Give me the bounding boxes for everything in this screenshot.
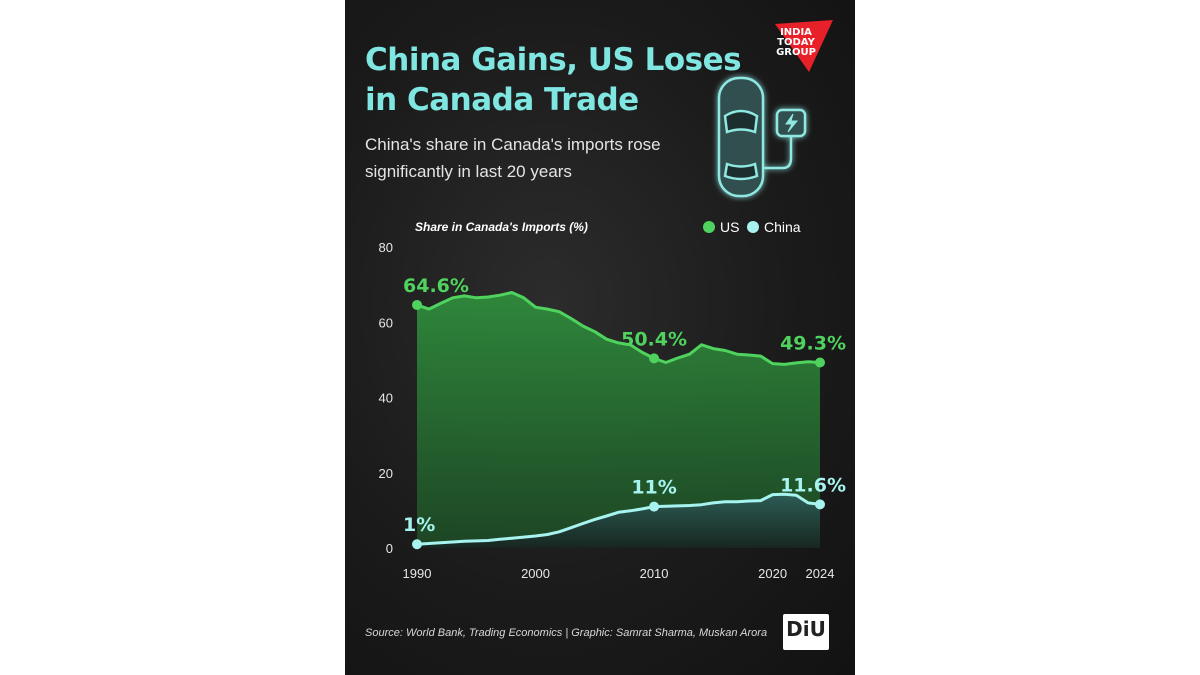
us-point bbox=[815, 357, 825, 368]
legend-us-label: US bbox=[720, 219, 739, 235]
us-area bbox=[417, 292, 820, 548]
trade-share-chart: Share in Canada's Imports (%) US China 0… bbox=[379, 219, 846, 581]
us-data-label: 64.6% bbox=[403, 275, 469, 297]
logo-line-3: GROUP bbox=[776, 47, 816, 58]
india-today-group-logo: INDIA TODAY GROUP bbox=[775, 20, 833, 72]
us-point bbox=[649, 353, 660, 364]
legend-us-dot bbox=[703, 221, 715, 233]
china-data-label: 1% bbox=[403, 514, 435, 536]
china-point bbox=[649, 501, 660, 512]
us-data-label: 49.3% bbox=[780, 333, 846, 355]
china-line bbox=[416, 492, 821, 546]
title-line-2: in Canada Trade bbox=[365, 82, 639, 118]
legend-china-dot bbox=[747, 221, 759, 233]
china-point bbox=[412, 539, 422, 550]
logo-line-2: TODAY bbox=[777, 37, 815, 48]
y-axis-ticks: 0 20 40 60 80 bbox=[379, 240, 393, 556]
x-tick-label: 2010 bbox=[640, 566, 669, 581]
title-line-1: China Gains, US Loses bbox=[365, 42, 742, 78]
us-point bbox=[412, 299, 422, 310]
x-axis-ticks: 1990 2000 2010 2020 2024 bbox=[403, 566, 835, 581]
legend-china-label: China bbox=[764, 219, 801, 235]
car-windshield bbox=[723, 109, 759, 134]
china-area bbox=[417, 494, 820, 548]
subtitle: China's share in Canada's imports rose s… bbox=[365, 135, 661, 181]
y-axis-label: Share in Canada's Imports (%) bbox=[415, 220, 588, 234]
china-point bbox=[815, 499, 825, 510]
lightning-icon bbox=[785, 113, 799, 133]
diu-badge: DiU bbox=[783, 614, 829, 650]
page-title: China Gains, US Loses in Canada Trade bbox=[365, 40, 742, 120]
china-data-label: 11% bbox=[631, 477, 676, 499]
y-tick-label: 40 bbox=[379, 391, 393, 406]
y-tick-label: 80 bbox=[379, 240, 393, 255]
logo-red-shape bbox=[775, 20, 833, 72]
us-data-label: 50.4% bbox=[621, 328, 687, 350]
y-tick-label: 60 bbox=[379, 315, 393, 330]
x-tick-label: 1990 bbox=[403, 566, 432, 581]
charging-cable bbox=[763, 136, 793, 170]
car-rear-window bbox=[723, 162, 759, 181]
y-tick-label: 20 bbox=[379, 466, 393, 481]
x-tick-label: 2000 bbox=[521, 566, 550, 581]
chart-marks: 64.6% 50.4% 49.3% 1% 11% 11.6% bbox=[403, 275, 846, 550]
source-note: Source: World Bank, Trading Economics | … bbox=[365, 627, 768, 639]
diu-badge-text: DiU bbox=[786, 617, 826, 641]
china-data-label: 11.6% bbox=[780, 474, 846, 496]
x-tick-label: 2024 bbox=[806, 566, 835, 581]
legend: US China bbox=[703, 219, 801, 235]
logo-line-1: INDIA bbox=[780, 27, 812, 38]
us-line bbox=[416, 291, 821, 366]
x-tick-label: 2020 bbox=[758, 566, 787, 581]
electric-car-icon bbox=[717, 76, 807, 198]
y-tick-label: 0 bbox=[386, 541, 393, 556]
infographic-card: China Gains, US Loses in Canada Trade Ch… bbox=[345, 0, 855, 675]
chart-areas bbox=[417, 292, 820, 548]
